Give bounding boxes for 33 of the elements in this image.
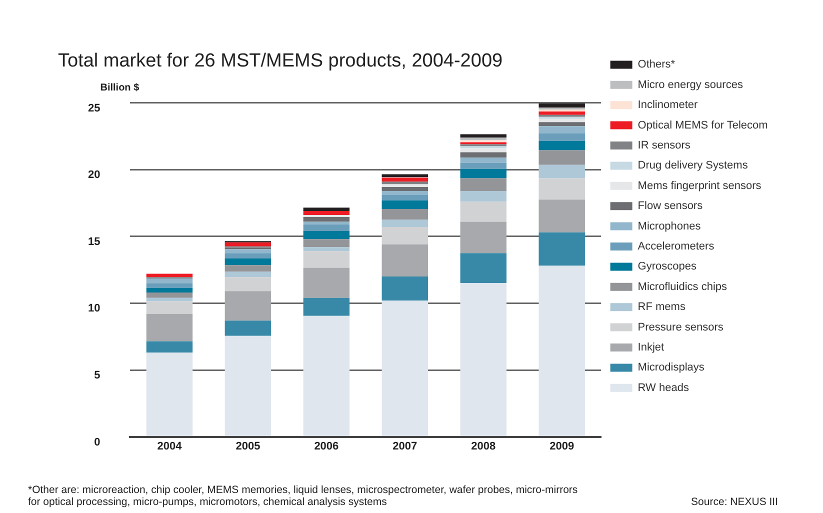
- legend-label: Microphones: [638, 220, 702, 232]
- legend-label: Pressure sensors: [638, 321, 724, 334]
- legend-label: Gyroscopes: [638, 260, 697, 273]
- y-tick-label: 5: [94, 370, 100, 382]
- legend-label: Microfluidics chips: [638, 280, 728, 293]
- legend-label: RF mems: [638, 301, 686, 314]
- legend-label: Micro energy sources: [638, 78, 744, 91]
- legend-label: Inclinometer: [638, 99, 698, 112]
- legend-label: Flow sensors: [638, 200, 704, 212]
- y-tick-label: 20: [88, 169, 100, 182]
- legend-label: Accelerometers: [638, 240, 715, 253]
- y-tick-label: 10: [88, 302, 100, 315]
- x-tick-label: 2006: [314, 440, 339, 452]
- source-note: Source: NEXUS III: [691, 496, 778, 508]
- y-tick-label: 0: [94, 436, 100, 448]
- text: *Other are: microreaction, chip cooler, MEMS memories, liquid lenses, microspectrometer, wafer probes, micro-mirrors for optical processing, micro-pumps, micromotors, chemical analysis systems: [28, 484, 579, 508]
- legend-label: Inkjet: [638, 342, 664, 354]
- x-tick-label: 2004: [157, 440, 183, 452]
- x-tick-label: 2007: [392, 440, 418, 452]
- legend-label: Mems fingerprint sensors: [638, 180, 762, 192]
- y-axis-title: Billion $: [100, 82, 140, 94]
- chart-title: Total market for 26 MST/MEMS products, 2004-2009: [58, 50, 503, 72]
- legend-label: Others*: [638, 58, 676, 71]
- legend-label: IR sensors: [638, 140, 691, 152]
- x-tick-label: 2008: [471, 440, 496, 452]
- legend-label: Drug delivery Systems: [638, 160, 748, 172]
- x-tick-label: 2005: [236, 440, 260, 452]
- legend-label: Microdisplays: [638, 362, 705, 374]
- y-tick-label: 25: [88, 102, 100, 114]
- y-tick-label: 15: [88, 236, 100, 248]
- x-tick-label: 2009: [550, 440, 574, 452]
- legend-label: Optical MEMS for Telecom: [638, 119, 768, 132]
- legend-label: RW heads: [638, 382, 690, 394]
